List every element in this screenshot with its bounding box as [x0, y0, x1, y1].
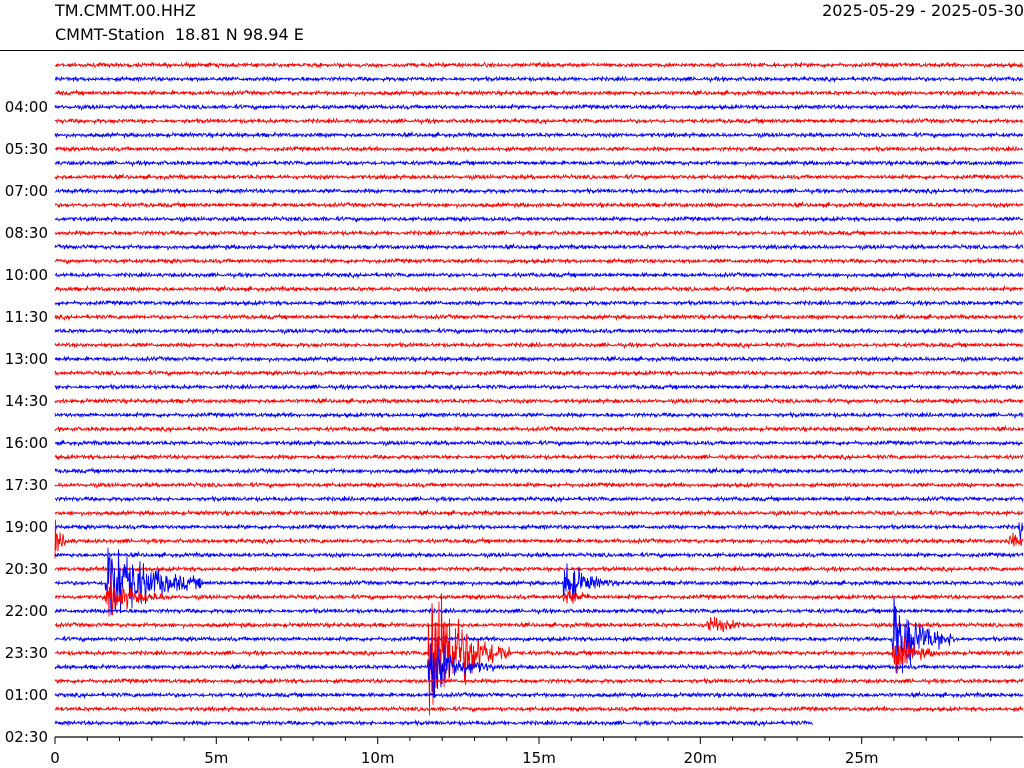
- trace-row-40: [54, 616, 1024, 633]
- trace-row-38: [54, 573, 1024, 617]
- trace-row-28: [54, 453, 1024, 462]
- trace-row-32: [54, 508, 1024, 518]
- trace-row-35: [54, 550, 1024, 560]
- x-tick-label: 10m: [361, 749, 395, 767]
- x-tick-label: 5m: [204, 749, 228, 767]
- trace-row-9: [54, 187, 1024, 196]
- trace-row-2: [54, 88, 1024, 98]
- trace-row-41: [54, 596, 1024, 674]
- trace-row-26: [54, 424, 1024, 434]
- trace-row-44: [54, 677, 1024, 686]
- trace-row-24: [54, 396, 1024, 406]
- y-tick-label: 23:30: [5, 644, 48, 662]
- trace-row-30: [54, 481, 1024, 490]
- trace-group: [54, 61, 1024, 728]
- y-tick-labels: 04:00 05:30 07:00 08:30 10:00 11:30 13:00 14:30…: [5, 98, 48, 746]
- title-divider: [0, 50, 1024, 51]
- trace-row-8: [54, 172, 1024, 182]
- x-tick-label: 25m: [845, 749, 879, 767]
- trace-row-36: [54, 565, 1024, 574]
- trace-row-39: [54, 606, 1024, 616]
- trace-row-14: [54, 257, 1024, 266]
- trace-row-5: [54, 130, 1024, 140]
- y-tick-label: 11:30: [5, 308, 48, 326]
- trace-row-3: [54, 103, 1024, 112]
- trace-row-13: [54, 242, 1024, 252]
- trace-row-47: [54, 719, 814, 728]
- y-tick-label: 07:00: [5, 182, 48, 200]
- station-info: CMMT-Station 18.81 N 98.94 E: [55, 25, 304, 44]
- date-range: 2025-05-29 - 2025-05-30: [822, 1, 1024, 20]
- y-tick-label: 01:00: [5, 686, 48, 704]
- trace-row-19: [54, 327, 1024, 336]
- trace-row-31: [54, 494, 1024, 504]
- y-tick-label: 04:00: [5, 98, 48, 116]
- x-axis: 0 5m 10m 15m 20m 25m: [50, 736, 1023, 767]
- y-tick-label: 13:00: [5, 350, 48, 368]
- trace-row-17: [54, 299, 1024, 308]
- trace-row-37: [54, 547, 1024, 616]
- y-tick-label: 14:30: [5, 392, 48, 410]
- y-tick-label: 05:30: [5, 140, 48, 158]
- trace-row-18: [54, 312, 1024, 322]
- y-tick-label: 02:30: [5, 728, 48, 746]
- trace-row-34: [54, 519, 1024, 559]
- trace-row-11: [54, 215, 1023, 224]
- y-tick-label: 10:00: [5, 266, 48, 284]
- trace-row-7: [54, 158, 1024, 168]
- y-tick-label: 16:00: [5, 434, 48, 452]
- trace-row-43: [54, 642, 1024, 699]
- y-tick-label: 19:00: [5, 518, 48, 536]
- station-code: TM.CMMT.00.HHZ: [55, 1, 196, 20]
- trace-row-33: [54, 522, 1024, 540]
- trace-row-15: [54, 270, 1024, 280]
- trace-row-25: [54, 411, 1024, 420]
- trace-row-10: [54, 200, 1024, 210]
- y-tick-label: 17:30: [5, 476, 48, 494]
- trace-row-45: [54, 690, 1024, 700]
- trace-row-1: [54, 75, 1024, 84]
- trace-row-12: [55, 228, 1024, 238]
- trace-row-0: [54, 61, 1024, 69]
- trace-row-16: [54, 284, 1024, 294]
- trace-row-42: [54, 593, 1024, 716]
- x-tick-label: 0: [50, 749, 60, 767]
- x-tick-label: 20m: [683, 749, 717, 767]
- y-tick-label: 22:00: [5, 602, 48, 620]
- trace-row-27: [54, 439, 1024, 448]
- trace-row-4: [54, 116, 1024, 126]
- trace-row-23: [54, 382, 1024, 392]
- trace-row-21: [54, 354, 1024, 364]
- trace-row-22: [54, 369, 1024, 378]
- trace-row-6: [54, 145, 1024, 153]
- y-tick-label: 20:30: [5, 560, 48, 578]
- trace-row-20: [54, 340, 1024, 350]
- y-tick-label: 08:30: [5, 224, 48, 242]
- trace-row-46: [54, 705, 1024, 714]
- trace-row-29: [54, 466, 1024, 476]
- x-tick-label: 15m: [522, 749, 556, 767]
